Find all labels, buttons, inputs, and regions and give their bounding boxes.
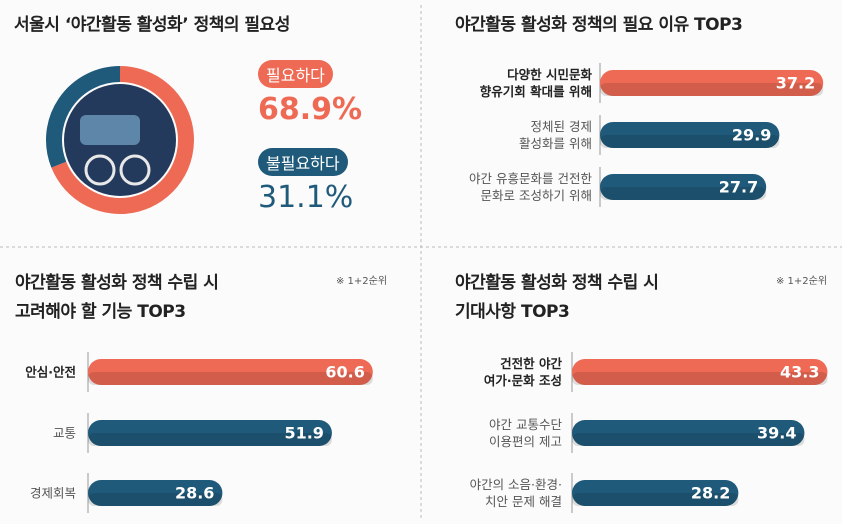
chart-title: 기대사항 TOP3 xyxy=(455,302,570,322)
value-label: 28.6 xyxy=(174,483,215,503)
illustration-van xyxy=(80,115,140,145)
category-label: 교통 xyxy=(52,425,76,441)
bar xyxy=(88,359,373,385)
value-label: 37.2 xyxy=(775,73,816,93)
chart-title: 고려해야 할 기능 TOP3 xyxy=(15,302,186,322)
bar xyxy=(88,480,223,506)
bar-shade xyxy=(88,372,373,385)
illustration-bike xyxy=(84,154,116,186)
category-label: 안심·안전 xyxy=(25,364,76,380)
bar-shade xyxy=(600,135,780,148)
category-label: 경제회복 xyxy=(29,485,76,501)
value-label: 28.2 xyxy=(690,483,731,503)
bar xyxy=(600,122,780,148)
bar xyxy=(88,420,332,446)
chart-title: 야간활동 활성화 정책의 필요 이유 TOP3 xyxy=(455,15,743,35)
bar-shade xyxy=(88,433,332,446)
note: ※ 1+2순위 xyxy=(336,276,388,287)
bar-shade xyxy=(600,83,824,96)
value-label: 51.9 xyxy=(284,423,324,443)
value-label: 60.6 xyxy=(325,362,365,382)
donut-segment xyxy=(51,66,194,214)
category-label: 야간 교통수단 이용편의 제고 xyxy=(489,417,562,449)
bar-shade xyxy=(572,372,828,385)
donut-segment xyxy=(46,66,121,168)
bar-shade xyxy=(600,187,767,200)
value-label: 27.7 xyxy=(718,177,759,197)
category-label: 야간 유흥문화를 건전한 문화로 조성하기 위해 xyxy=(469,171,592,203)
bar xyxy=(572,480,739,506)
category-label: 정체된 경제 활성화를 위해 xyxy=(519,119,592,151)
chart-title: 야간활동 활성화 정책 수립 시 xyxy=(15,273,219,293)
note: ※ 1+2순위 xyxy=(776,276,828,287)
value-label: 39.4 xyxy=(756,423,797,443)
category-label: 야간의 소음·환경· 치안 문제 해결 xyxy=(469,477,562,509)
category-label: 다양한 시민문화 향유기회 확대를 위해 xyxy=(479,67,592,99)
bar-shade xyxy=(88,493,223,506)
bar xyxy=(572,359,828,385)
legend-label: 필요하다 xyxy=(258,60,333,88)
bar xyxy=(600,70,824,96)
chart-title: 서울시 ‘야간활동 활성화’ 정책의 필요성 xyxy=(14,15,290,35)
category-label: 건전한 야간 여가·문화 조성 xyxy=(483,356,562,388)
value-label: 29.9 xyxy=(731,125,772,145)
bar xyxy=(600,174,767,200)
bar xyxy=(572,420,805,446)
value-label: 31.1% xyxy=(258,180,354,215)
chart-title: 야간활동 활성화 정책 수립 시 xyxy=(455,273,659,293)
bar-shade xyxy=(572,433,805,446)
illustration-bike xyxy=(119,154,151,186)
value-label: 43.3 xyxy=(780,362,820,382)
legend-label: 불필요하다 xyxy=(258,148,348,176)
bar-shade xyxy=(572,493,739,506)
value-label: 68.9% xyxy=(258,92,363,127)
